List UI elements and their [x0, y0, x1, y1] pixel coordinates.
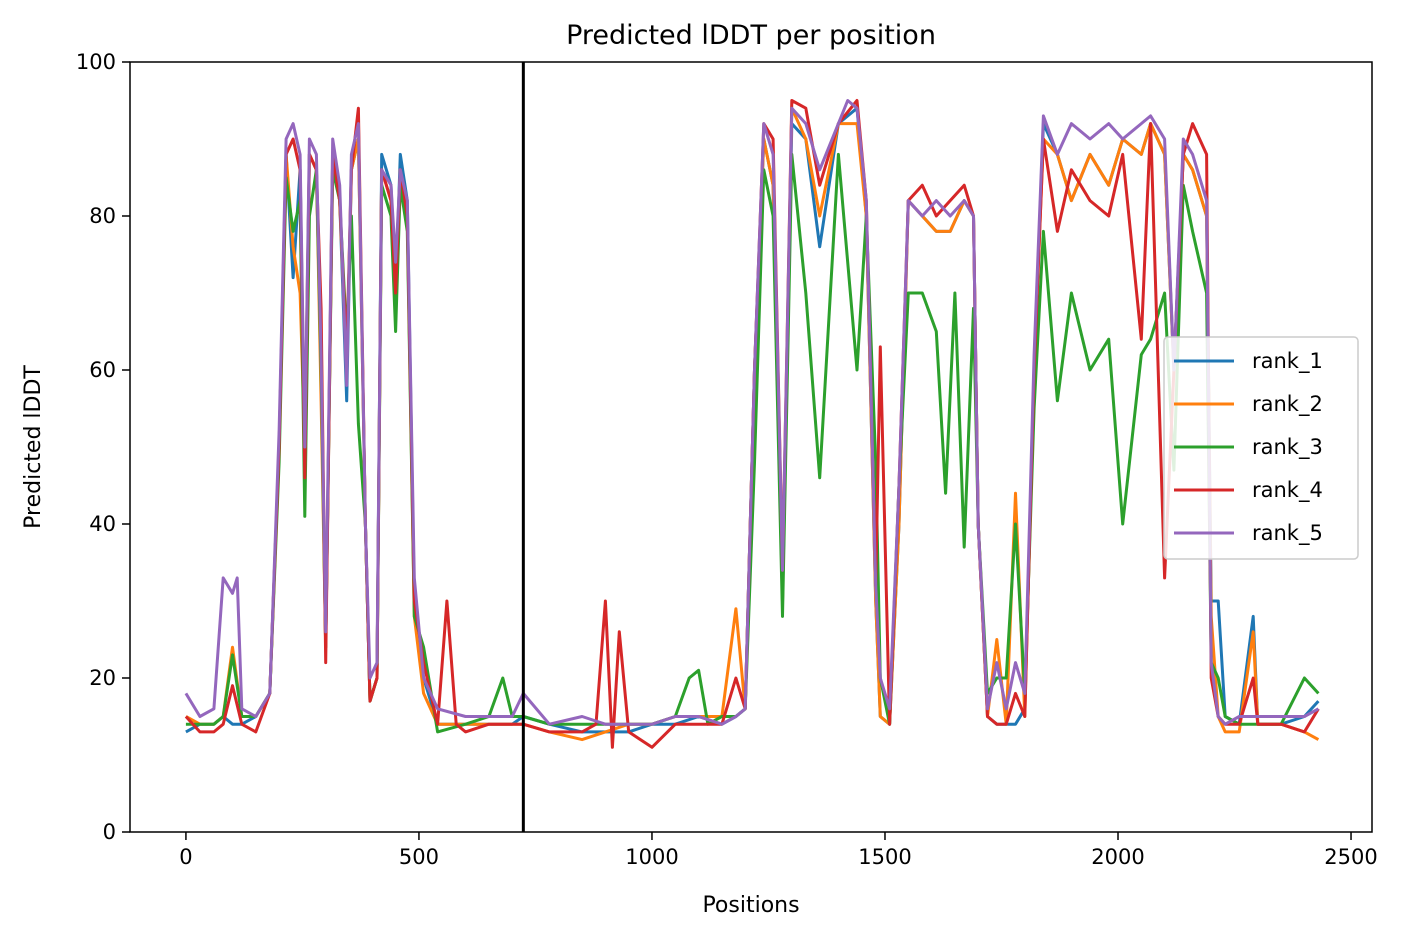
y-tick-label: 100 [76, 50, 116, 74]
legend: rank_1 rank_2 rank_3 rank_4 rank_5 [1163, 336, 1359, 560]
x-tick-label: 2500 [1324, 845, 1377, 869]
y-tick-label: 60 [89, 358, 116, 382]
y-tick-label: 80 [89, 204, 116, 228]
legend-label: rank_5 [1252, 521, 1323, 546]
plot-frame [129, 61, 1373, 833]
x-axis-label: Positions [702, 893, 799, 918]
legend-box [1163, 336, 1359, 560]
series-line-rank_5 [184, 99, 1320, 726]
y-tick-label: 0 [103, 820, 116, 844]
x-axis-ticks: 0 500 1000 1500 2000 2500 [179, 832, 1378, 869]
legend-label: rank_4 [1252, 478, 1323, 503]
y-tick-label: 40 [89, 512, 116, 536]
chart-title: Predicted lDDT per position [566, 20, 936, 51]
x-tick-label: 1500 [858, 845, 911, 869]
legend-label: rank_2 [1252, 392, 1323, 417]
y-axis-ticks: 0 20 40 60 80 100 [76, 50, 130, 844]
legend-label: rank_1 [1252, 349, 1323, 374]
x-tick-label: 500 [399, 845, 439, 869]
plot-lines [184, 99, 1320, 749]
legend-label: rank_3 [1252, 435, 1323, 460]
y-tick-label: 20 [89, 666, 116, 690]
x-tick-label: 1000 [625, 845, 678, 869]
x-tick-label: 0 [179, 845, 192, 869]
x-tick-label: 2000 [1091, 845, 1144, 869]
y-axis-label: Predicted lDDT [21, 365, 46, 529]
